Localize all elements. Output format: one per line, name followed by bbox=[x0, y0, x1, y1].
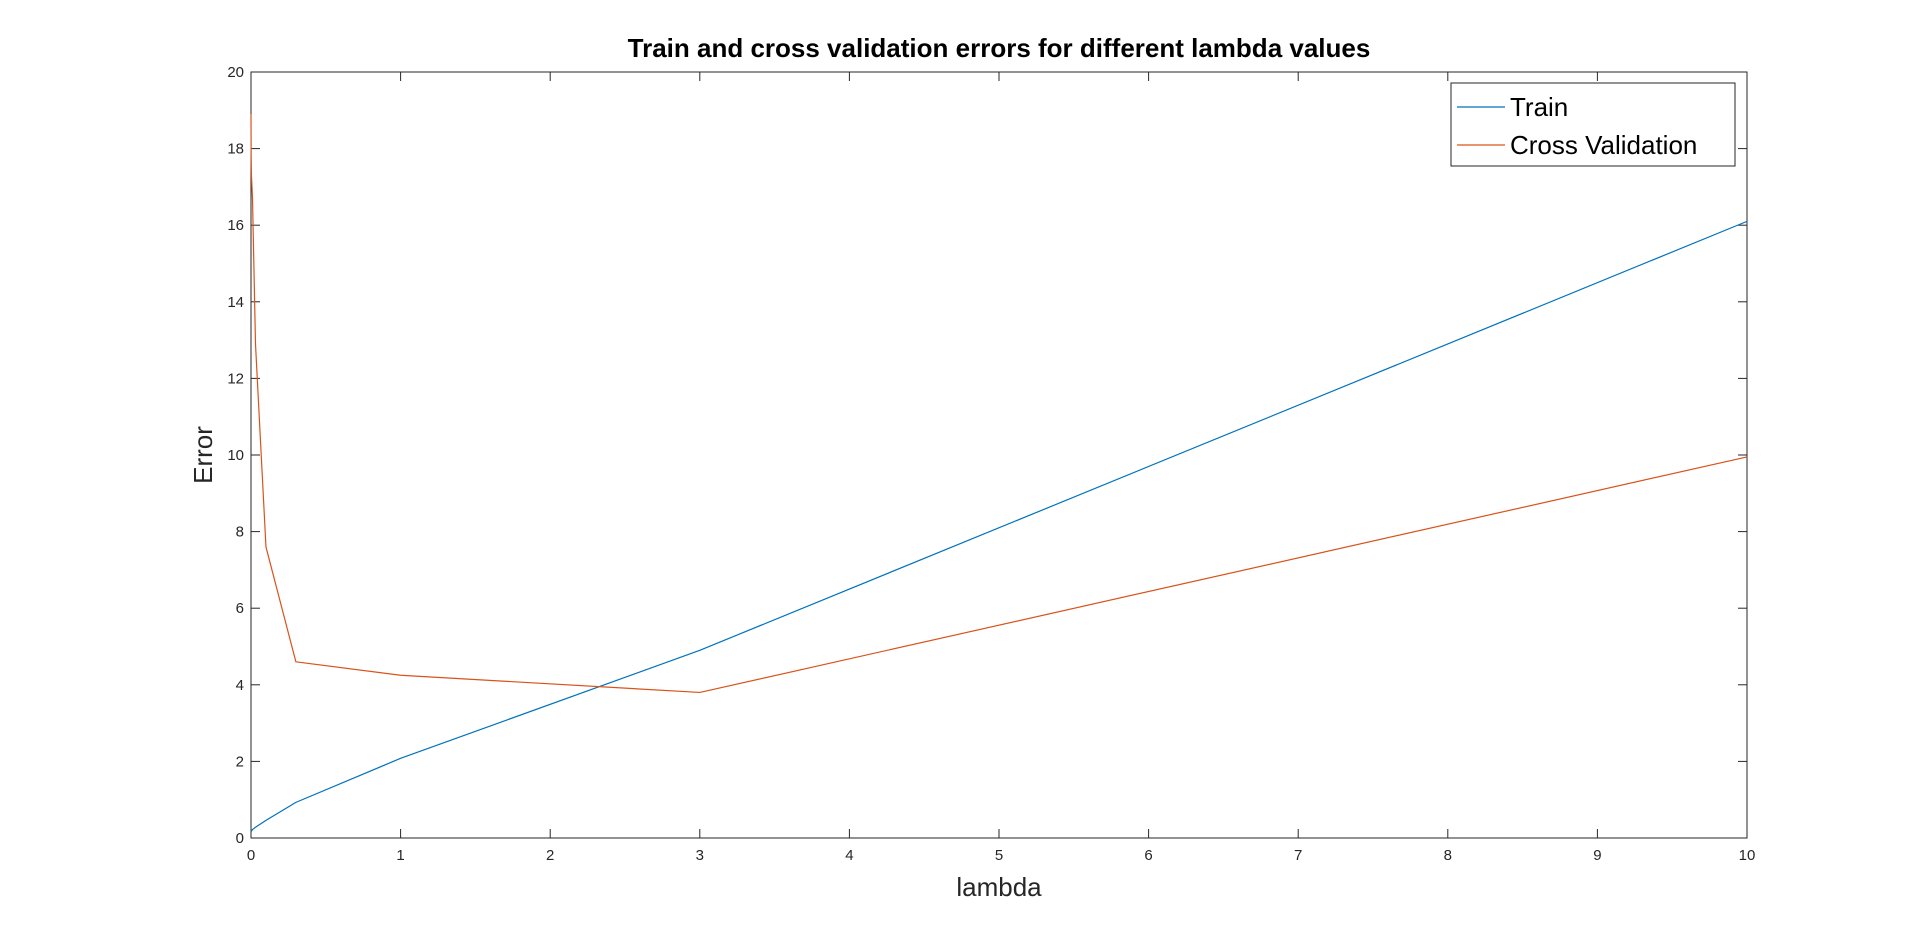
x-tick-label: 1 bbox=[396, 847, 404, 864]
plot-area bbox=[250, 71, 1748, 839]
y-axis-label: Error bbox=[188, 426, 218, 484]
y-tick-label: 6 bbox=[236, 600, 244, 617]
series-lines bbox=[250, 114, 1748, 832]
x-tick-label: 0 bbox=[247, 847, 255, 864]
legend-label-cross-validation: Cross Validation bbox=[1510, 130, 1697, 160]
legend-label-train: Train bbox=[1510, 92, 1568, 122]
y-tick-label: 20 bbox=[227, 64, 244, 81]
series-line-train bbox=[250, 220, 1748, 832]
y-tick-label: 8 bbox=[236, 524, 244, 541]
x-tick-label: 3 bbox=[696, 847, 704, 864]
x-tick-label: 4 bbox=[845, 847, 853, 864]
x-tick-label: 2 bbox=[546, 847, 554, 864]
x-tick-label: 7 bbox=[1294, 847, 1302, 864]
legend: Train Cross Validation bbox=[1450, 82, 1736, 167]
series-line-cross-validation bbox=[250, 114, 1748, 694]
y-tick-label: 4 bbox=[236, 677, 244, 694]
y-tick-label: 18 bbox=[227, 141, 244, 158]
legend-box bbox=[1450, 82, 1736, 167]
x-tick-label: 6 bbox=[1144, 847, 1152, 864]
y-tick-label: 2 bbox=[236, 753, 244, 770]
x-tick-label: 10 bbox=[1739, 847, 1756, 864]
x-axis-label: lambda bbox=[956, 872, 1042, 902]
x-tick-label: 8 bbox=[1444, 847, 1452, 864]
x-tick-label: 9 bbox=[1593, 847, 1601, 864]
chart-title: Train and cross validation errors for di… bbox=[628, 33, 1371, 63]
y-tick-label: 12 bbox=[227, 370, 244, 387]
y-tick-label: 14 bbox=[227, 294, 244, 311]
y-tick-label: 0 bbox=[236, 830, 244, 847]
x-tick-label: 5 bbox=[995, 847, 1003, 864]
y-tick-label: 10 bbox=[227, 447, 244, 464]
y-tick-label: 16 bbox=[227, 217, 244, 234]
